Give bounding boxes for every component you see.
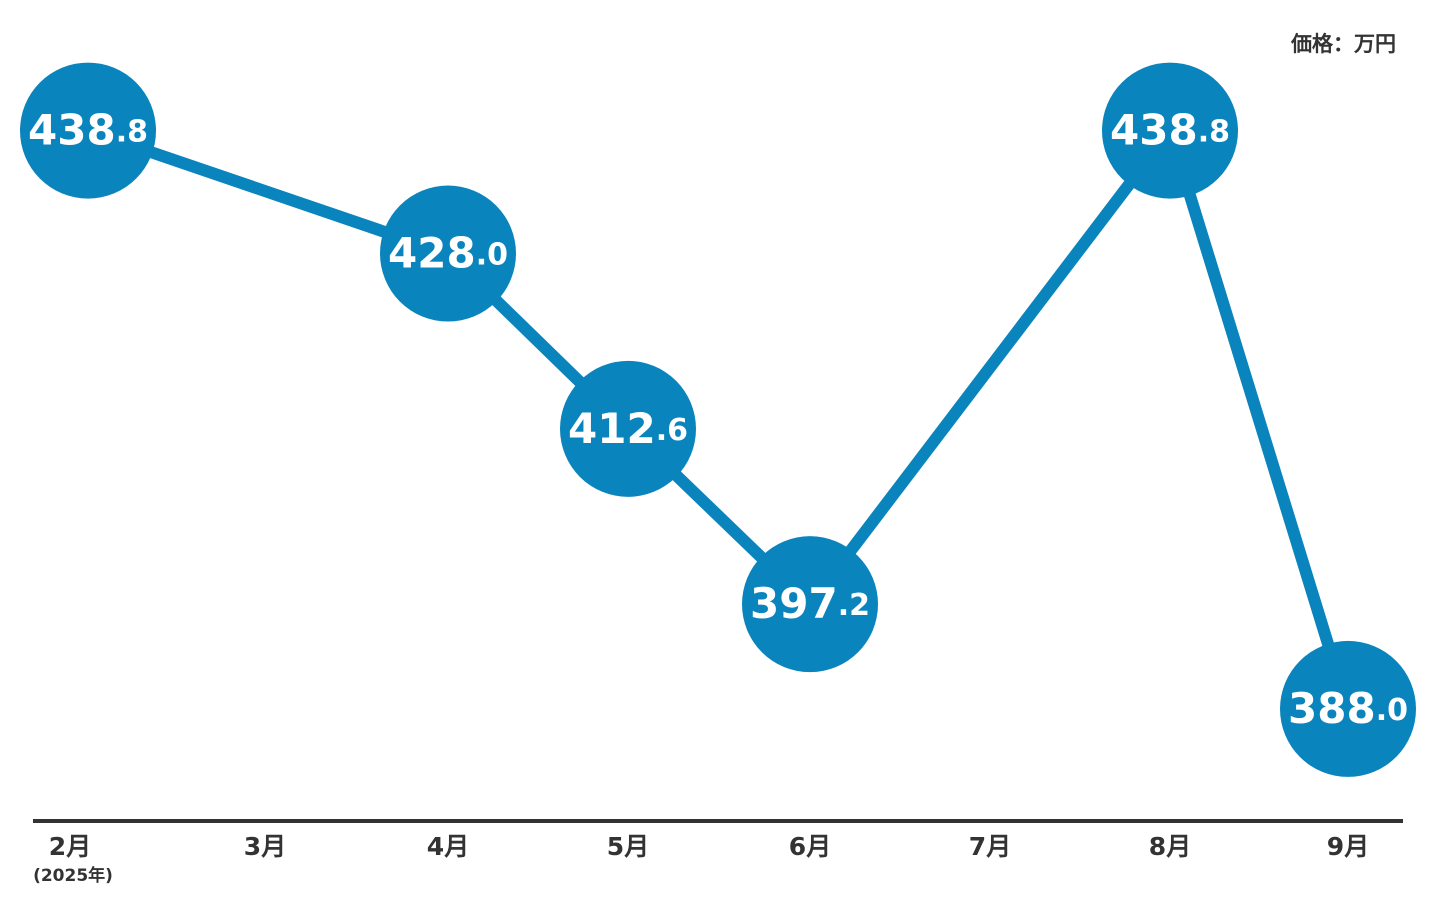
point	[20, 62, 156, 199]
value-label: 397.2	[750, 579, 870, 628]
value-label: 438.8	[28, 105, 148, 154]
x-tick-label: 5月	[607, 832, 649, 861]
value-label-int: 388	[1288, 683, 1376, 732]
line-segment	[805, 126, 1175, 608]
x-tick-label: 3月	[244, 832, 286, 861]
value-label-int: 438	[28, 105, 116, 154]
value-label: 428.0	[388, 228, 508, 277]
value-label-int: 438	[1110, 105, 1198, 154]
value-label-dec: .2	[838, 588, 870, 623]
x-tick-label: 9月	[1327, 832, 1369, 861]
x-tick-label: 8月	[1149, 832, 1191, 861]
value-label-dec: .0	[476, 237, 508, 272]
point	[380, 185, 516, 322]
category-note: (2025年)	[33, 865, 113, 886]
point	[1102, 62, 1238, 199]
point	[560, 360, 696, 497]
unit-label: 価格：万円	[1290, 32, 1396, 56]
x-tick-label: 7月	[969, 832, 1011, 861]
value-label-int: 412	[568, 403, 656, 452]
value-label: 388.0	[1288, 683, 1408, 732]
value-label-dec: .8	[116, 114, 148, 149]
value-label-int: 397	[750, 579, 838, 628]
value-label-dec: .0	[1376, 692, 1408, 727]
x-tick-label: 6月	[789, 832, 831, 861]
value-label-dec: .6	[656, 412, 688, 447]
line-segment	[1164, 128, 1354, 711]
x-tick-label: 4月	[427, 832, 469, 861]
point	[1280, 640, 1416, 777]
point	[742, 536, 878, 673]
x-tick-label: 2月	[49, 832, 91, 861]
value-label: 438.8	[1110, 105, 1230, 154]
value-label-dec: .8	[1198, 114, 1230, 149]
value-label: 412.6	[568, 403, 688, 452]
value-label-int: 428	[388, 228, 476, 277]
